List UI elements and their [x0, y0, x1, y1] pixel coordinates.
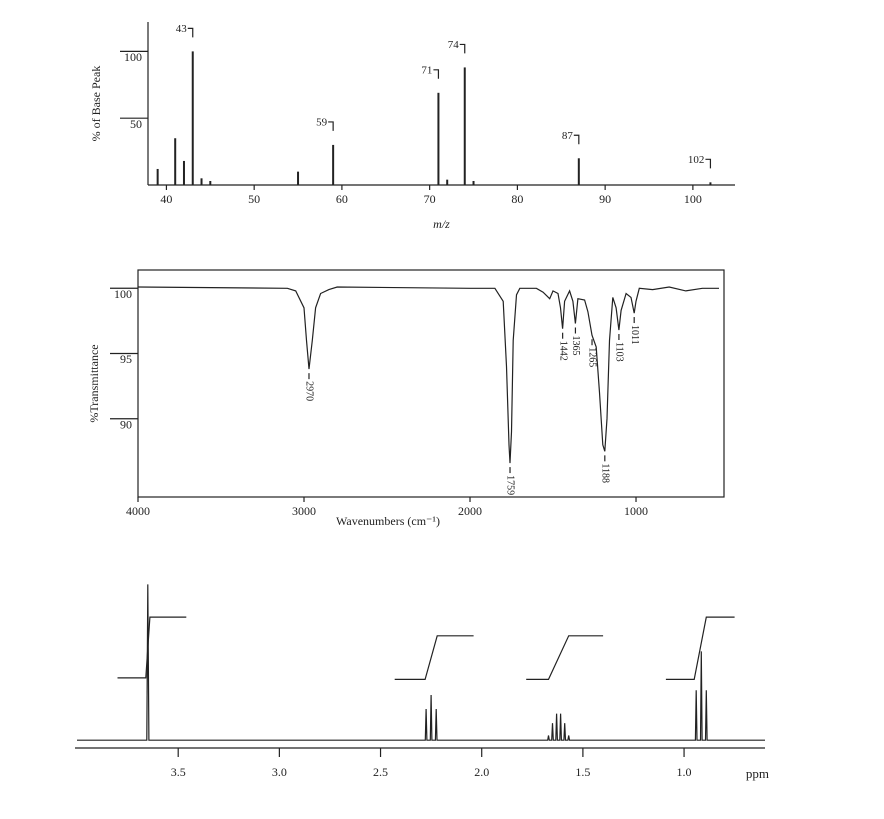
peak-label: 74 [448, 39, 460, 51]
label-bracket [573, 134, 580, 145]
x-tick-label: 50 [248, 192, 260, 206]
bar [200, 178, 203, 185]
peak-label: 71 [421, 64, 432, 76]
bar [463, 67, 466, 185]
bar [209, 180, 212, 185]
x-tick-label: 4000 [126, 504, 150, 518]
x-tick-label: 90 [599, 192, 611, 206]
peak-label: 2970 [304, 381, 315, 401]
x-tick-label: 40 [160, 192, 172, 206]
bar [182, 160, 185, 185]
x-tick-label: 3.5 [171, 765, 186, 779]
x-tick-label: 2.0 [474, 765, 489, 779]
bar [709, 182, 712, 185]
label-bracket [459, 43, 466, 54]
bar [297, 171, 300, 185]
x-tick-label: 100 [684, 192, 702, 206]
peak-label: 1365 [570, 335, 581, 355]
y-axis-label: % of Base Peak [89, 66, 103, 142]
peak-label: 1759 [505, 475, 516, 495]
x-tick-label: 60 [336, 192, 348, 206]
x-axis-label: m/z [433, 217, 450, 231]
peak-label: 1442 [557, 341, 568, 361]
label-bracket [328, 121, 334, 131]
x-axis-label: Wavenumbers (cm⁻¹) [336, 514, 440, 528]
bar [446, 179, 449, 185]
y-tick-label: 50 [130, 117, 142, 131]
peak-label: 1188 [600, 463, 611, 483]
bar [156, 168, 159, 185]
x-tick-label: 3.0 [272, 765, 287, 779]
y-axis-label: %Transmittance [87, 344, 101, 422]
label-bracket [433, 69, 440, 79]
bar [472, 180, 475, 185]
x-tick-label: 1.0 [677, 765, 692, 779]
x-tick-label: 80 [511, 192, 523, 206]
x-tick-label: 1000 [624, 504, 648, 518]
peak-label: 43 [176, 23, 188, 35]
bar [174, 138, 177, 185]
peak-label: 1011 [629, 325, 640, 345]
peak-label: 1103 [614, 342, 625, 362]
peak-label: 1265 [587, 347, 598, 367]
peak-label: 59 [316, 116, 328, 128]
spectrum-line [137, 286, 719, 464]
x-tick-label: 1.5 [575, 765, 590, 779]
spectrum-line [77, 584, 765, 741]
x-tick-label: 2000 [458, 504, 482, 518]
label-bracket [187, 27, 194, 38]
bar [191, 51, 194, 185]
y-tick-label: 100 [114, 287, 132, 301]
y-tick-label: 90 [120, 417, 132, 431]
plot-frame [137, 269, 725, 498]
y-tick-label: 100 [124, 50, 142, 64]
bar [577, 158, 580, 185]
y-tick-label: 95 [120, 352, 132, 366]
bar [437, 92, 440, 185]
peak-label: 87 [562, 130, 574, 142]
x-tick-label: 2.5 [373, 765, 388, 779]
label-bracket [705, 158, 712, 169]
x-tick-label: 3000 [292, 504, 316, 518]
x-tick-label: 70 [424, 192, 436, 206]
integral-line [117, 616, 735, 680]
x-axis-label: ppm [746, 766, 769, 781]
bar [332, 144, 335, 185]
peak-label: 102 [688, 154, 705, 166]
